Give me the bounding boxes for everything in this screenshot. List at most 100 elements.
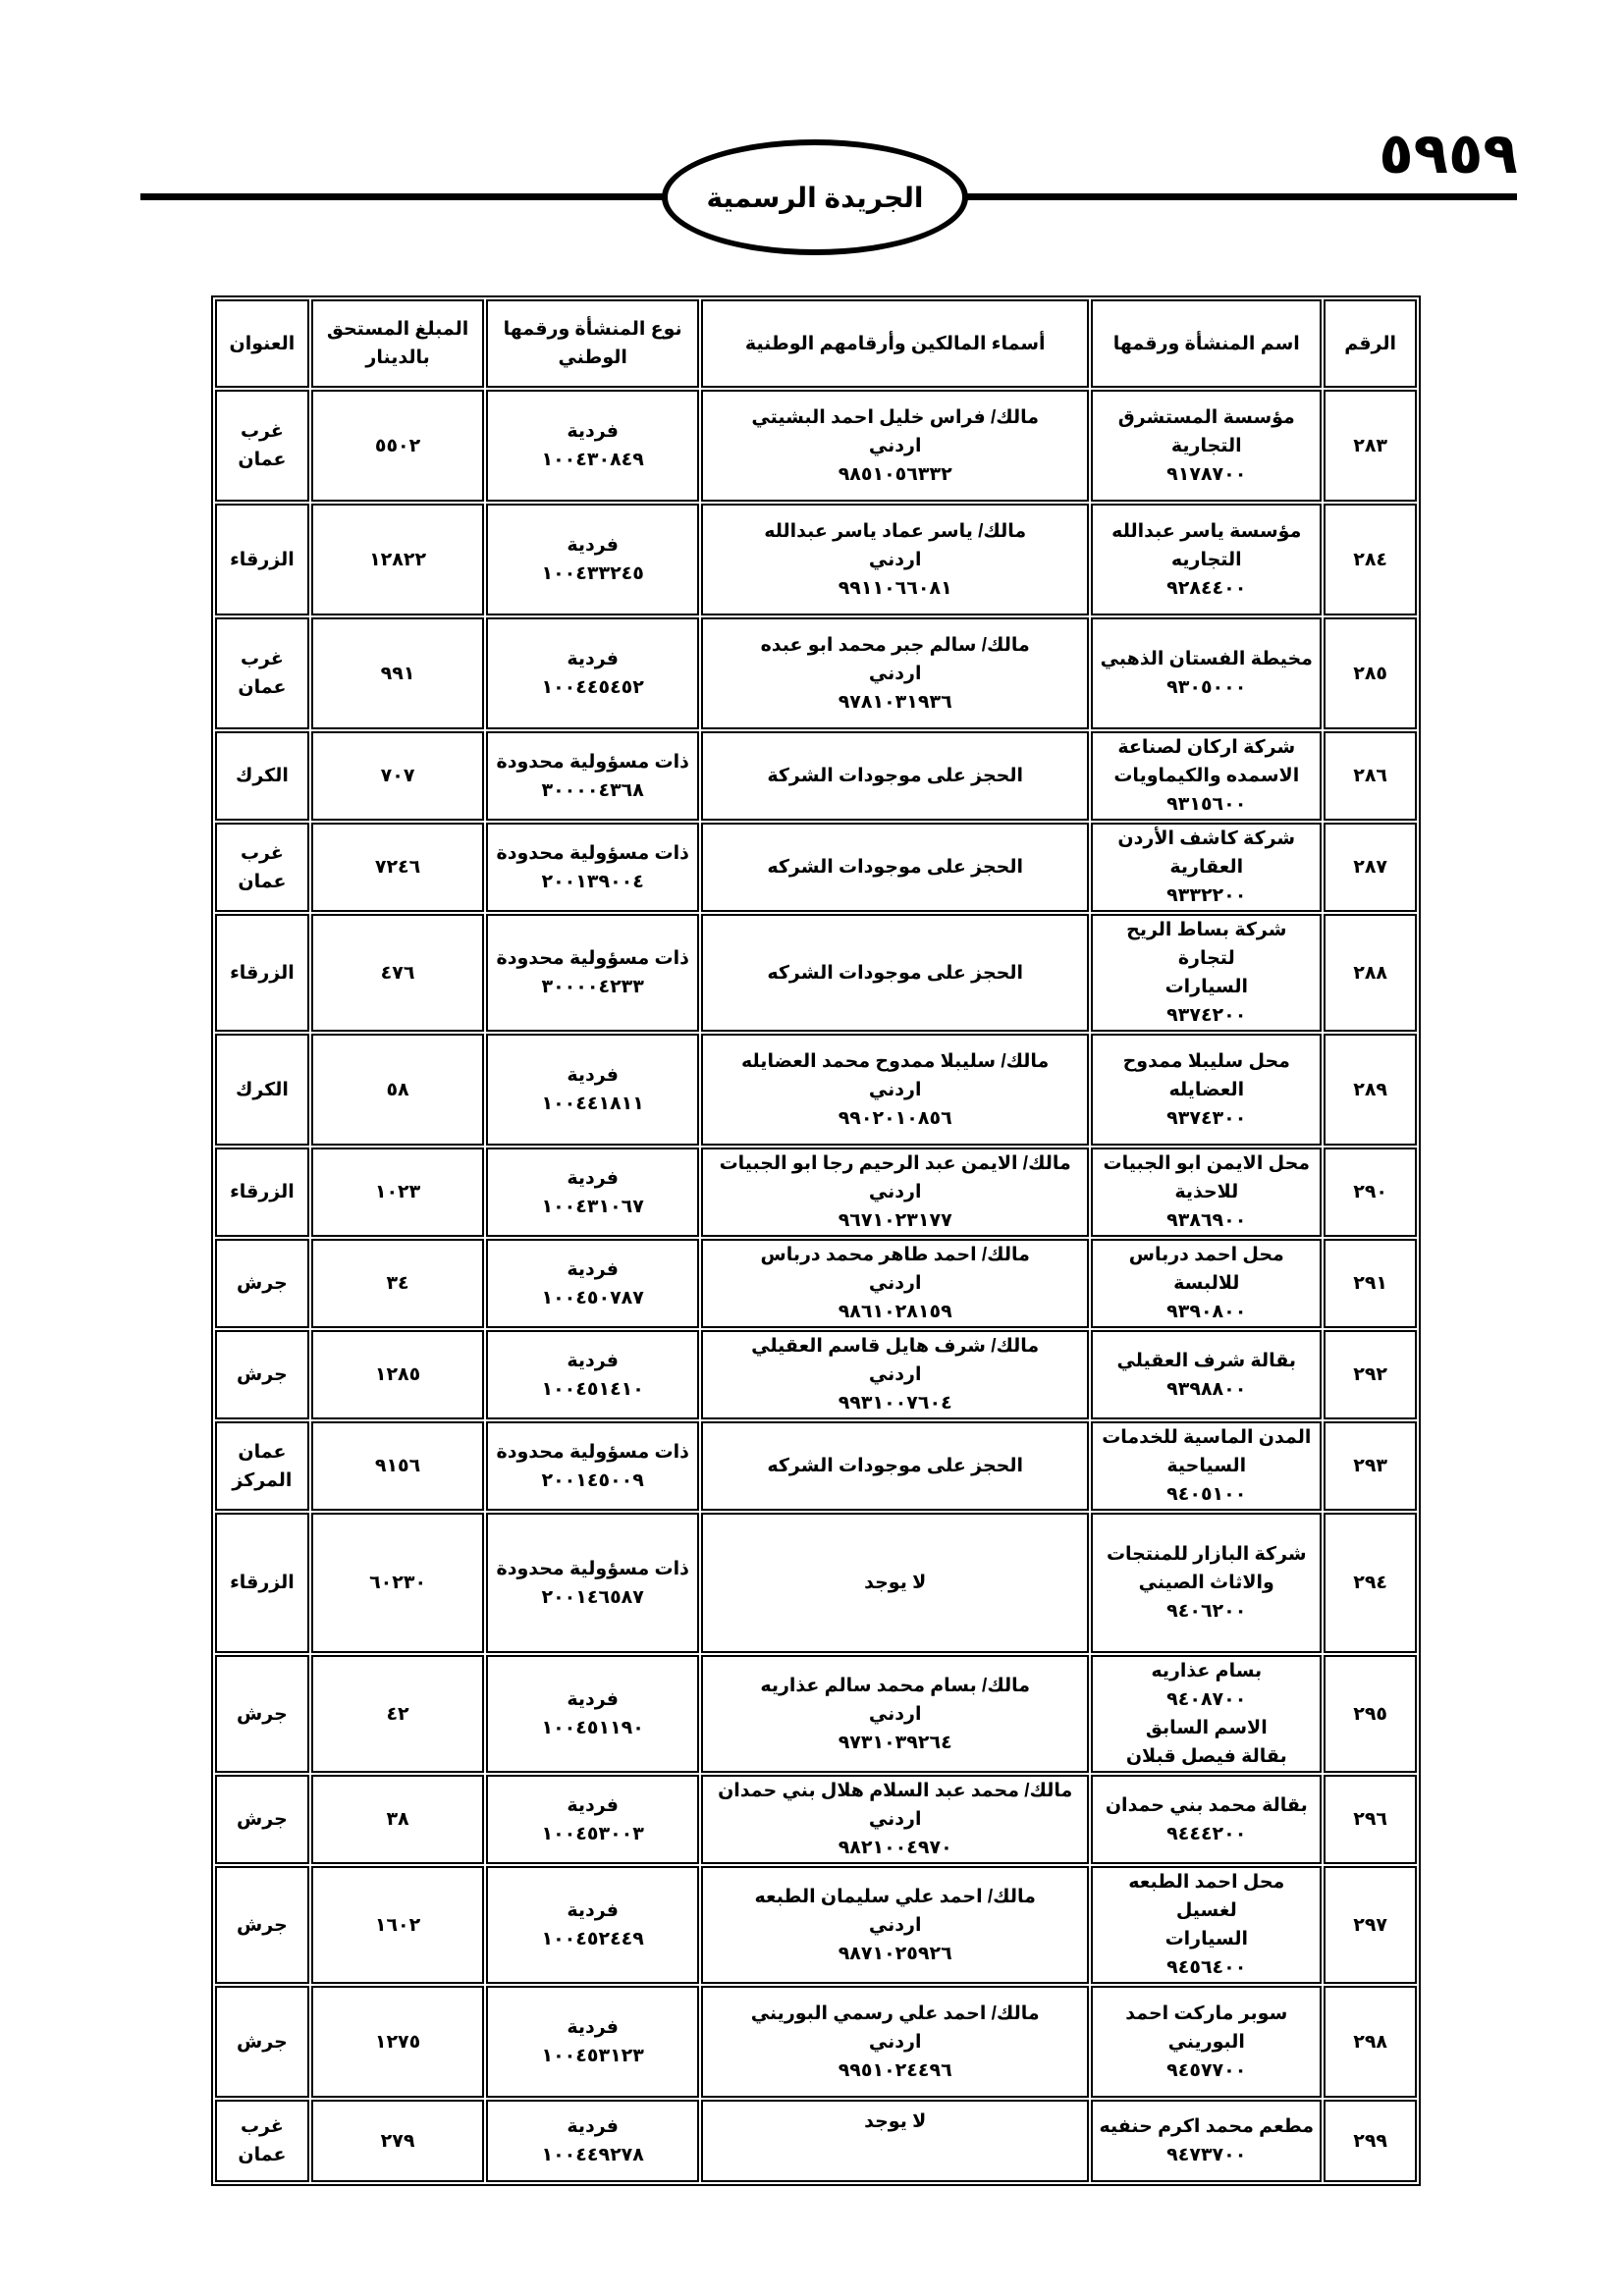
owners: مالك/ بسام محمد سالم عذاريه اردني ٩٧٣١٠٣٩٢…: [701, 1655, 1090, 1773]
establishment-name-line: ٩٤٠٥١٠٠: [1166, 1484, 1247, 1505]
establishment-name-line: ٩٢٨٤٤٠٠: [1166, 577, 1247, 599]
table-row: ٢٩٨ سوبر ماركت احمد البوريني ٩٤٥٧٧٠٠ مالك/ ا…: [215, 1986, 1417, 2098]
table-row: ٢٨٤ مؤسسة ياسر عبدالله التجاريه ٩٢٨٤٤٠٠ مالك…: [215, 504, 1417, 615]
establishment-name-line: ٩٣٧٤٢٠٠: [1166, 1005, 1247, 1026]
owners: مالك/ احمد علي رسمي البوريني اردني ٩٩٥١٠٢٤…: [701, 1986, 1090, 2098]
row-number-line: ٢٨٧: [1353, 857, 1388, 878]
address: الزرقاء: [215, 504, 309, 615]
registry-table: الرقم اسم المنشأة ورقمها أسماء المالكين …: [211, 295, 1421, 2186]
establishment-name-line: بقالة فيصل قبلان: [1125, 1746, 1287, 1767]
address: الزرقاء: [215, 914, 309, 1032]
owners-line: اردني: [868, 435, 922, 456]
establishment-type: فردية ١٠٠٤٥٣٠٠٣: [486, 1775, 700, 1864]
establishment-name-line: ٩٣٣٢٢٠٠: [1166, 885, 1247, 906]
row-number: ٢٨٤: [1324, 504, 1417, 615]
row-number: ٢٨٣: [1324, 390, 1417, 502]
establishment-type-line: فردية: [567, 535, 619, 556]
row-number: ٢٩٣: [1324, 1421, 1417, 1511]
owners: مالك/ احمد طاهر محمد درباس اردني ٩٨٦١٠٢٨١٥…: [701, 1239, 1090, 1328]
address: جرش: [215, 1866, 309, 1984]
page-number: ٥٩٥٩: [1379, 122, 1518, 186]
table-row: ٢٩٤ شركة البازار للمنتجات والاثاث الصيني ٩٤…: [215, 1513, 1417, 1653]
establishment-name: مؤسسة المستشرق التجارية ٩١٧٨٧٠٠: [1091, 390, 1323, 502]
establishment-name-line: ٩٣٧٤٣٠٠: [1166, 1107, 1247, 1129]
establishment-name-line: شركة كاشف الأردن: [1117, 828, 1296, 849]
owners-line: اردني: [868, 2031, 922, 2053]
establishment-name-line: ٩٤٠٦٢٠٠: [1166, 1601, 1247, 1622]
address-line: الزرقاء: [230, 1182, 295, 1202]
owners-line: الحجز على موجودات الشركة: [767, 766, 1024, 786]
establishment-name: محل سليبلا ممدوح العضايله ٩٣٧٤٣٠٠: [1091, 1034, 1323, 1146]
address: جرش: [215, 1775, 309, 1864]
address-line: جرش: [237, 1809, 288, 1830]
establishment-name: سوبر ماركت احمد البوريني ٩٤٥٧٧٠٠: [1091, 1986, 1323, 2098]
owners-line: ٩٧٨١٠٣١٩٣٦: [838, 691, 952, 713]
table-row: ٢٨٧ شركة كاشف الأردن العقارية ٩٣٣٢٢٠٠ الحجز …: [215, 823, 1417, 912]
owners-line: ٩٩١١٠٦٦٠٨١: [838, 577, 952, 599]
address: الزرقاء: [215, 1513, 309, 1653]
establishment-name-line: والاثاث الصيني: [1138, 1573, 1274, 1593]
row-number: ٢٨٨: [1324, 914, 1417, 1032]
address: غرب عمان: [215, 2100, 309, 2182]
amount-due-line: ٣٤: [386, 1273, 409, 1294]
row-number-line: ٢٨٨: [1353, 962, 1388, 984]
establishment-name: بسام عذاريه ٩٤٠٨٧٠٠ الاسم السابق بقالة فيصل…: [1091, 1655, 1323, 1773]
establishment-type-line: فردية: [567, 1794, 619, 1816]
establishment-type-line: فردية: [567, 2017, 619, 2038]
amount-due: ٧٢٤٦: [310, 823, 485, 912]
establishment-type-line: فردية: [567, 1258, 619, 1280]
address: جرش: [215, 1239, 309, 1328]
establishment-type-line: ١٠٠٤٥٢٤٤٩: [541, 1929, 644, 1949]
establishment-name-line: الاسمده والكيماويات: [1113, 766, 1300, 786]
establishment-type-line: ١٠٠٤٥٠٧٨٧: [541, 1287, 644, 1308]
amount-due: ١٢٨٥: [310, 1330, 485, 1419]
owners-line: ٩٩٣١٠٠٧٦٠٤: [838, 1393, 952, 1414]
establishment-name-line: بقالة محمد بني حمدان: [1105, 1794, 1308, 1816]
row-number: ٢٩٥: [1324, 1655, 1417, 1773]
owners: الحجز على موجودات الشركه: [701, 823, 1090, 912]
owners-line: مالك/ ياسر عماد ياسر عبدالله: [764, 520, 1027, 542]
amount-due: ٣٤: [310, 1239, 485, 1328]
establishment-name: مخيطة الفستان الذهبي ٩٣٠٥٠٠٠: [1091, 617, 1323, 729]
owners-line: مالك/ بسام محمد سالم عذاريه: [760, 1675, 1031, 1696]
owners: مالك/ الايمن عبد الرحيم رجا ابو الجبيات ا…: [701, 1148, 1090, 1237]
table-row: ٢٩٩ مطعم محمد اكرم حنفيه ٩٤٧٣٧٠٠ لا يوجد فرد…: [215, 2100, 1417, 2182]
establishment-name: شركة بساط الريح لتجارة السيارات ٩٣٧٤٢٠٠: [1091, 914, 1323, 1032]
owners: مالك/ فراس خليل احمد البشيتي اردني ٩٨٥١٠٥٦…: [701, 390, 1090, 502]
establishment-name-line: شركة اركان لصناعة: [1117, 737, 1296, 758]
address-line: الزرقاء: [230, 549, 295, 570]
establishment-name-line: المدن الماسية للخدمات: [1102, 1427, 1312, 1448]
table-row: ٢٩٧ محل احمد الطبعه لغسيل السيارات ٩٤٥٦٤٠٠ م…: [215, 1866, 1417, 1984]
table-header-row: الرقم اسم المنشأة ورقمها أسماء المالكين …: [215, 299, 1417, 388]
row-number: ٢٩١: [1324, 1239, 1417, 1328]
table-row: ٢٨٩ محل سليبلا ممدوح العضايله ٩٣٧٤٣٠٠ مالك/ …: [215, 1034, 1417, 1146]
address-line: غرب: [240, 842, 284, 864]
establishment-type-line: ٢٠٠١٣٩٠٠٤: [541, 871, 644, 892]
owners: مالك/ سالم جبر محمد ابو عبده اردني ٩٧٨١٠٣١…: [701, 617, 1090, 729]
establishment-type-line: ٢٠٠١٤٦٥٨٧: [541, 1586, 644, 1608]
owners-line: لا يوجد: [864, 2111, 927, 2132]
establishment-type-line: ١٠٠٤٣١٠٦٧: [541, 1196, 644, 1217]
establishment-name: المدن الماسية للخدمات السياحية ٩٤٠٥١٠٠: [1091, 1421, 1323, 1511]
amount-due: ٤٧٦: [310, 914, 485, 1032]
establishment-name-line: ٩١٧٨٧٠٠: [1166, 463, 1247, 485]
row-number: ٢٩٩: [1324, 2100, 1417, 2182]
amount-due-line: ٧٠٧: [380, 766, 415, 786]
row-number: ٢٩٦: [1324, 1775, 1417, 1864]
address-line: جرش: [237, 1914, 288, 1936]
table-row: ٢٩٢ بقالة شرف العقيلي ٩٣٩٨٨٠٠ مالك/ شرف هاي…: [215, 1330, 1417, 1419]
owners-line: مالك/ احمد طاهر محمد درباس: [760, 1245, 1030, 1265]
amount-due-line: ٤٢: [386, 1703, 409, 1725]
establishment-type-line: ١٠٠٤٤١٨١١: [541, 1094, 644, 1114]
establishment-type-line: ٣٠٠٠٠٤٣٦٨: [541, 779, 644, 801]
owners-line: اردني: [868, 1914, 922, 1936]
establishment-type-line: ذات مسؤولية محدودة: [496, 842, 689, 864]
amount-due-line: ٢٧٩: [380, 2130, 415, 2152]
row-number-line: ٢٩٠: [1353, 1182, 1388, 1202]
establishment-name-line: السياحية: [1166, 1456, 1247, 1476]
amount-due-line: ٩٩١: [380, 663, 415, 684]
establishment-type: فردية ١٠٠٤٥٢٤٤٩: [486, 1866, 700, 1984]
amount-due-line: ١٢٨٢٢: [369, 549, 427, 570]
amount-due-line: ١٦٠٢: [374, 1914, 421, 1936]
establishment-type: فردية ١٠٠٤٤١٨١١: [486, 1034, 700, 1146]
